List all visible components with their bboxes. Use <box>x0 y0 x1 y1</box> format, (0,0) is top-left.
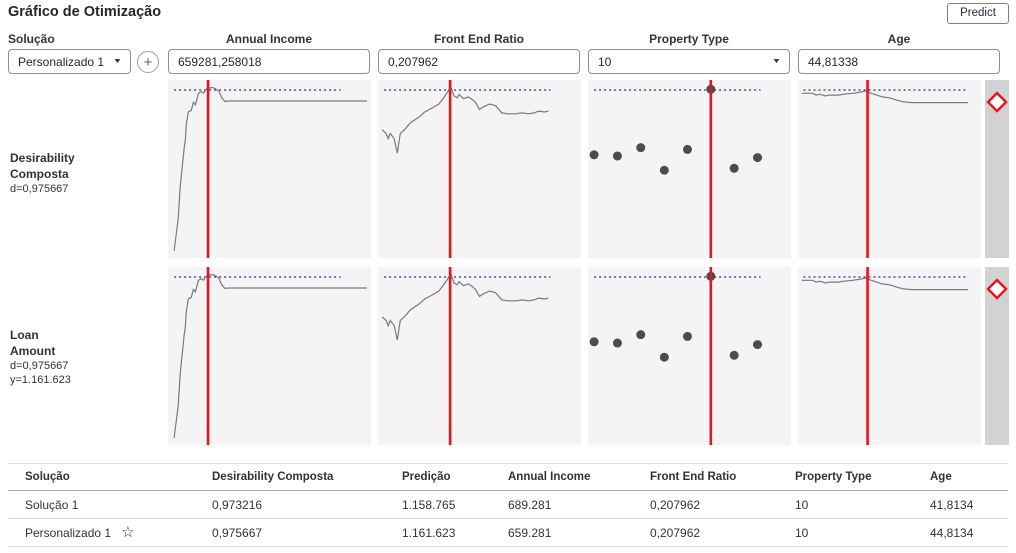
profiler-panel-loan-amount-age[interactable] <box>798 267 981 445</box>
solution-select-value: Personalizado 1 <box>18 54 105 69</box>
profiler-panel-desirability-front-end-ratio[interactable] <box>378 80 581 258</box>
plus-icon: + <box>143 53 153 71</box>
col-header-prediction: Predição <box>402 471 451 483</box>
response-label-desirability: Desirability Composta d=0,975667 <box>10 150 162 196</box>
cell-front-end-ratio: 0,207962 <box>650 525 701 540</box>
cell-desirability: 0,975667 <box>212 525 263 540</box>
col-header-age: Age <box>930 471 952 483</box>
col-header-desirability: Desirability Composta <box>212 471 334 483</box>
response-title-line: Composta <box>10 167 69 181</box>
cell-desirability: 0,973216 <box>212 497 263 512</box>
table-row-personalizado-1[interactable]: Personalizado 1 ☆ 0,975667 1.161.623 659… <box>8 519 1008 547</box>
cell-annual-income: 689.281 <box>508 497 552 512</box>
front-end-ratio-input[interactable] <box>379 50 579 73</box>
property-type-label: Property Type <box>649 32 729 46</box>
add-solution-button[interactable]: + <box>137 51 159 73</box>
annual-income-label: Annual Income <box>225 32 312 46</box>
table-row-solution-1[interactable]: Solução 1 0,973216 1.158.765 689.281 0,2… <box>8 491 1008 519</box>
chevron-down-icon: ▼ <box>771 58 782 65</box>
star-icon[interactable]: ☆ <box>121 524 135 541</box>
profiler-panel-loan-amount-property-type[interactable] <box>588 267 791 445</box>
property-type-select-value: 10 <box>598 54 612 69</box>
col-header-annual-income: Annual Income <box>508 471 591 483</box>
cell-solution-name: Solução 1 <box>25 497 79 512</box>
solution-select[interactable]: Personalizado 1 ▼ <box>8 49 131 74</box>
chevron-down-icon: ▼ <box>112 58 123 65</box>
cell-property-type: 10 <box>795 497 809 512</box>
page-title: Gráfico de Otimização <box>8 4 162 20</box>
cell-front-end-ratio: 0,207962 <box>650 497 701 512</box>
front-end-ratio-label: Front End Ratio <box>434 32 524 46</box>
profiler-panel-loan-amount-annual-income[interactable] <box>168 267 371 445</box>
cell-property-type: 10 <box>795 525 809 540</box>
solutions-table-header-row: Solução Desirability Composta Predição A… <box>8 463 1008 491</box>
profiler-panel-loan-amount-front-end-ratio[interactable] <box>378 267 581 445</box>
age-input[interactable] <box>799 50 999 73</box>
solution-marker-strip <box>985 80 1009 258</box>
cell-solution-name: Personalizado 1 ☆ <box>8 519 212 547</box>
solution-diamond-icon[interactable] <box>986 91 1008 113</box>
response-stat: y=1.161.623 <box>10 374 71 386</box>
profiler-panel-desirability-property-type[interactable] <box>588 80 791 258</box>
profiler-panel-desirability-annual-income[interactable] <box>168 80 371 258</box>
cell-prediction: 1.161.623 <box>402 525 456 540</box>
cell-age: 41,8134 <box>930 497 974 512</box>
response-title-line: Amount <box>10 344 56 358</box>
cell-prediction: 1.158.765 <box>402 497 456 512</box>
response-title-line: Desirability <box>10 151 75 165</box>
col-header-solution: Solução <box>25 471 70 483</box>
profiler-panel-desirability-age[interactable] <box>798 80 981 258</box>
property-type-select[interactable]: 10 ▼ <box>588 49 790 74</box>
cell-age: 44,8134 <box>930 525 974 540</box>
col-header-front-end-ratio: Front End Ratio <box>650 471 737 483</box>
solution-name-text: Personalizado 1 <box>25 525 112 540</box>
solution-diamond-icon[interactable] <box>986 278 1008 300</box>
col-header-property-type: Property Type <box>795 471 872 483</box>
age-label: Age <box>887 32 911 46</box>
solutions-table: Solução Desirability Composta Predição A… <box>8 463 1008 547</box>
annual-income-input[interactable] <box>169 50 369 73</box>
front-end-ratio-field-box <box>378 49 580 74</box>
cell-annual-income: 659.281 <box>508 525 552 540</box>
response-stat: d=0,975667 <box>10 360 69 372</box>
predict-button[interactable]: Predict <box>947 3 1009 24</box>
response-label-loan-amount: Loan Amount d=0,975667 y=1.161.623 <box>10 327 162 387</box>
solution-marker-strip <box>985 267 1009 445</box>
response-stat: d=0,975667 <box>10 183 69 195</box>
age-field-box <box>798 49 1000 74</box>
solution-label: Solução <box>8 32 55 46</box>
response-title-line: Loan <box>10 328 39 342</box>
annual-income-field-box <box>168 49 370 74</box>
